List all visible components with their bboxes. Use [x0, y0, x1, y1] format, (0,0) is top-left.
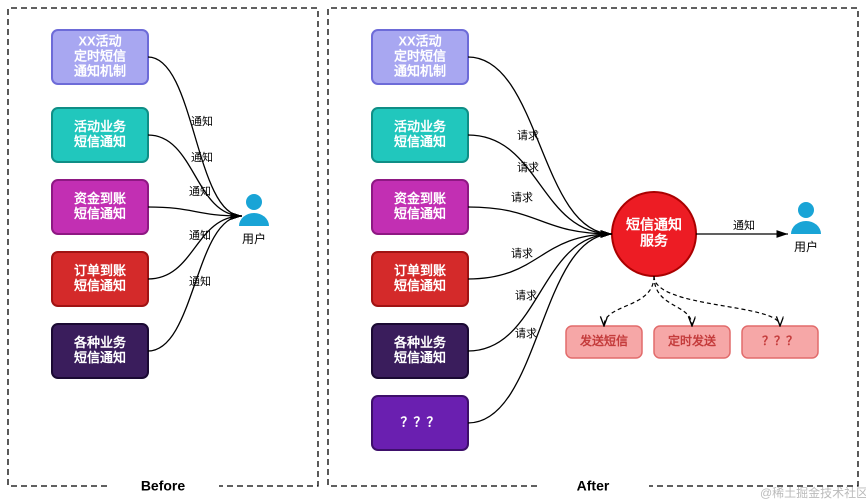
source-box-label: 订单到账 [74, 263, 126, 278]
panel-label: Before [141, 478, 186, 494]
sub-box-label: ？？？ [762, 334, 798, 348]
edge [148, 216, 242, 279]
edge-label: 请求 [511, 247, 533, 260]
sub-box-label: 发送短信 [579, 333, 628, 348]
edge-dashed [654, 276, 780, 326]
sub-box: 发送短信 [566, 326, 642, 358]
source-box-label: 通知机制 [74, 63, 126, 78]
source-box-label: 短信通知 [394, 134, 446, 149]
user-label: 用户 [794, 239, 818, 254]
user-label: 用户 [242, 231, 266, 246]
source-box-label: 短信通知 [394, 278, 446, 293]
source-box: XX活动定时短信通知机制 [52, 30, 148, 84]
source-box: ？？？ [372, 396, 468, 450]
source-box-label: XX活动 [78, 33, 121, 48]
source-box: 订单到账短信通知 [372, 252, 468, 306]
source-box: 资金到账短信通知 [52, 180, 148, 234]
source-box-label: 定时短信 [73, 48, 126, 63]
edge-dashed [604, 276, 654, 326]
sub-box: ？？？ [742, 326, 818, 358]
service-label: 服务 [640, 233, 669, 249]
source-box-label: 资金到账 [394, 191, 446, 206]
source-box-label: 短信通知 [74, 206, 126, 221]
source-box-label: 通知机制 [394, 63, 446, 78]
source-box-label: 各种业务 [393, 335, 447, 350]
source-box-label: 资金到账 [74, 191, 126, 206]
source-box-label: 短信通知 [394, 206, 446, 221]
user-icon: 用户 [791, 202, 821, 254]
source-box-label: XX活动 [398, 33, 441, 48]
edge-label: 通知 [189, 274, 211, 288]
user-icon: 用户 [239, 194, 269, 246]
edge-label: 请求 [515, 327, 537, 340]
edge-label: 通知 [191, 114, 213, 128]
edge [148, 207, 242, 216]
source-box: 各种业务短信通知 [52, 324, 148, 378]
source-box: 订单到账短信通知 [52, 252, 148, 306]
service-label: 短信通知 [626, 217, 682, 233]
source-box-label: 短信通知 [74, 350, 126, 365]
source-box-label: 短信通知 [74, 134, 126, 149]
source-box-label: ？？？ [400, 414, 439, 429]
sub-box-label: 定时发送 [668, 333, 717, 348]
edge [468, 135, 612, 234]
source-box: 各种业务短信通知 [372, 324, 468, 378]
edge-label: 通知 [189, 228, 211, 242]
source-box-label: 短信通知 [74, 278, 126, 293]
source-box: XX活动定时短信通知机制 [372, 30, 468, 84]
source-box-label: 定时短信 [393, 48, 446, 63]
source-box-label: 订单到账 [394, 263, 446, 278]
sub-box: 定时发送 [654, 326, 730, 358]
source-box: 活动业务短信通知 [52, 108, 148, 162]
edge-label: 请求 [515, 289, 537, 302]
edge-label: 通知 [189, 184, 211, 198]
source-box-label: 各种业务 [73, 335, 127, 350]
source-box-label: 活动业务 [394, 119, 447, 134]
panel-label: After [577, 478, 610, 494]
service-node: 短信通知服务 [612, 192, 696, 276]
edge-label: 通知 [733, 218, 755, 232]
edge [148, 135, 242, 216]
source-box: 活动业务短信通知 [372, 108, 468, 162]
source-box-label: 活动业务 [74, 119, 127, 134]
edge-label: 请求 [511, 191, 533, 204]
watermark: @稀土掘金技术社区 [760, 485, 866, 500]
edge-label: 请求 [517, 161, 539, 174]
source-box-label: 短信通知 [394, 350, 446, 365]
edge-dashed [654, 276, 692, 326]
edge-label: 通知 [191, 150, 213, 164]
edge-label: 请求 [517, 129, 539, 142]
source-box: 资金到账短信通知 [372, 180, 468, 234]
